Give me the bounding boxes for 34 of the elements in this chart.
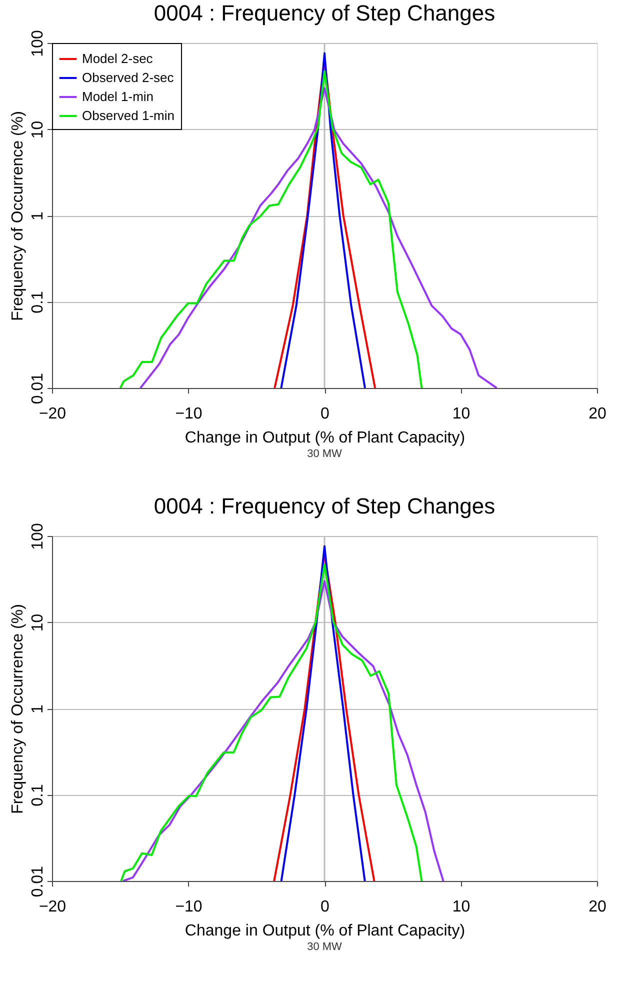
x-tick-label: 10 [452, 898, 470, 916]
y-tick-label: 0.1 [30, 291, 46, 314]
y-axis-title: Frequency of Occurrence (%) [10, 604, 26, 814]
chart-title: 0004 : Frequency of Step Changes [154, 494, 496, 519]
x-axis-title: Change in Output (% of Plant Capacity) [184, 430, 466, 446]
y-tick-label: 100 [30, 523, 46, 550]
y-tick-label: 0.1 [30, 784, 46, 806]
y-tick-label: 0.01 [30, 866, 46, 898]
x-tick-label: 10 [452, 406, 470, 422]
legend-label: Observed 1-min [82, 108, 174, 123]
y-tick-label: 1 [30, 211, 46, 220]
y-tick-label: 10 [30, 614, 46, 632]
x-tick-label: 20 [588, 406, 606, 422]
y-tick-label: 10 [30, 120, 46, 139]
x-tick-label: −20 [38, 898, 66, 916]
legend-label: Observed 2-sec [82, 70, 174, 85]
legend-label: Model 1-min [82, 89, 154, 104]
x-tick-label: −10 [175, 406, 202, 422]
x-tick-label: 0 [320, 406, 330, 422]
x-tick-label: 20 [588, 898, 606, 916]
x-tick-label: 0 [320, 898, 330, 916]
legend-label: Model 2-sec [82, 51, 154, 66]
x-tick-label: −20 [38, 406, 66, 422]
y-axis-title: Frequency of Occurrence (%) [10, 111, 26, 321]
text: 30 MW [307, 448, 343, 460]
y-tick-label: 1 [30, 704, 46, 714]
line-series [280, 545, 366, 881]
chart-title: 0004 : Frequency of Step Changes [154, 0, 496, 26]
text: 30 MW [307, 941, 343, 953]
line-series [280, 52, 366, 388]
y-tick-label: 100 [30, 30, 46, 57]
y-tick-label: 0.01 [30, 372, 46, 404]
x-tick-label: −10 [175, 898, 202, 916]
x-axis-title: Change in Output (% of Plant Capacity) [184, 922, 466, 940]
